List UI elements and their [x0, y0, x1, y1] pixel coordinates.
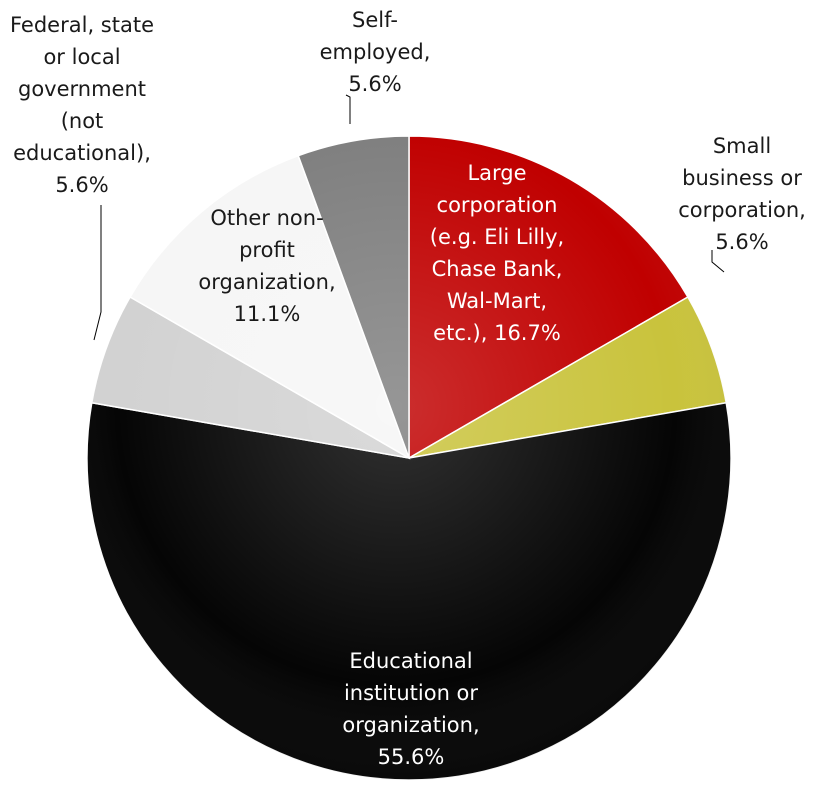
- leader-line: [93, 205, 102, 341]
- leader-line: [345, 94, 351, 124]
- slice-label-line: Chase Bank,: [432, 257, 563, 281]
- slice-label-line: educational),: [13, 141, 151, 165]
- slice-label: Large corporation (e.g. Eli Lilly, Chase Ba…: [430, 161, 564, 345]
- slice-label-line: government: [18, 77, 146, 101]
- slice-label-line: 11.1%: [234, 302, 301, 326]
- slice-label-line: organization,: [198, 270, 335, 294]
- slice-label: Federal, state or local government (not educ…: [10, 13, 154, 197]
- slice-label: Other non-profit organization, 11.1%: [198, 206, 335, 326]
- slice-label-line: corporation,: [678, 198, 806, 222]
- slice-label-line: or local: [43, 45, 120, 69]
- slice-label-line: profit: [239, 238, 295, 262]
- slice-label-line: institution or: [344, 681, 478, 705]
- slice-label-line: corporation: [437, 193, 558, 217]
- slice-label-line: etc.), 16.7%: [433, 321, 561, 345]
- slice-label-line: Federal, state: [10, 13, 154, 37]
- slice-label-line: employed,: [320, 40, 431, 64]
- slice-label: Small business or corporation, 5.6%: [678, 134, 806, 254]
- slice-label-line: (e.g. Eli Lilly,: [430, 225, 564, 249]
- slice-label: Self-employed, 5.6%: [320, 8, 431, 96]
- slice-label-line: organization,: [342, 713, 479, 737]
- slice-label: Educational institution or organization, 55…: [342, 649, 479, 769]
- slice-label-line: 5.6%: [55, 173, 108, 197]
- slice-label-line: Educational: [349, 649, 472, 673]
- slice-label-line: Small: [713, 134, 771, 158]
- slice-label-line: Self-: [352, 8, 398, 32]
- slice-label-line: Other non-: [210, 206, 323, 230]
- slice-label-line: Large: [467, 161, 526, 185]
- slice-label-line: 5.6%: [348, 72, 401, 96]
- slice-label-line: Wal-Mart,: [447, 289, 547, 313]
- slice-label-line: (not: [61, 109, 104, 133]
- slice-label-line: business or: [682, 166, 802, 190]
- slice-label-line: 55.6%: [378, 745, 445, 769]
- slice-label-line: 5.6%: [715, 230, 768, 254]
- leader-line: [711, 250, 725, 273]
